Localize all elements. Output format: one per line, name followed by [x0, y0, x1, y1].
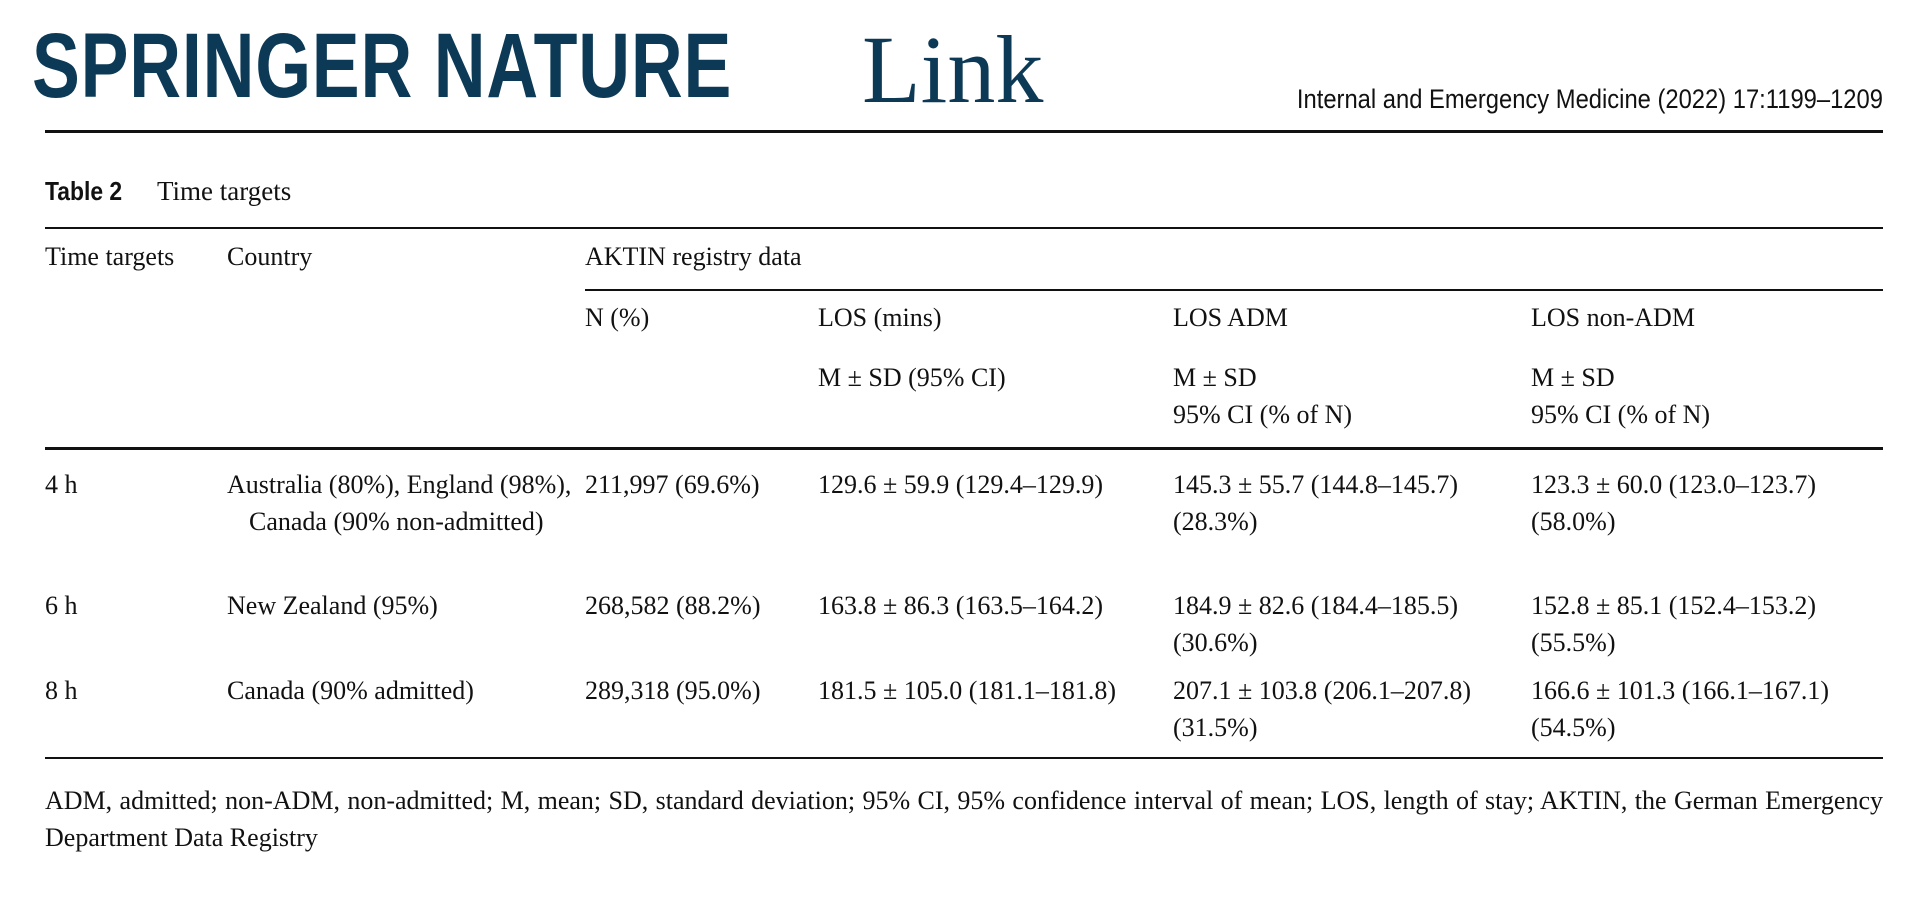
- table-cell: 163.8 ± 86.3 (163.5–164.2): [818, 591, 1104, 620]
- table-cell: Canada (90% admitted): [227, 676, 474, 705]
- subcolumn-header: LOS non-ADM: [1531, 303, 1695, 332]
- table-label: Table 2: [45, 176, 123, 206]
- table-cell: 207.1 ± 103.8 (206.1–207.8) (31.5%): [1173, 676, 1472, 742]
- subcolumn-header: LOS (mins): [818, 303, 942, 332]
- subcolumn-header: LOS ADM: [1173, 303, 1288, 332]
- rule: [45, 757, 1883, 759]
- table-cell: 145.3 ± 55.7 (144.8–145.7) (28.3%): [1173, 470, 1459, 536]
- table-cell: 123.3 ± 60.0 (123.0–123.7) (58.0%): [1531, 470, 1817, 536]
- footnote: ADM, admitted; non-ADM, non-admitted; M,…: [45, 786, 1883, 852]
- table-cell: 152.8 ± 85.1 (152.4–153.2) (55.5%): [1531, 591, 1817, 657]
- table-cell: 289,318 (95.0%): [585, 676, 761, 705]
- table-cell: 8 h: [45, 676, 78, 705]
- table-cell: 129.6 ± 59.9 (129.4–129.9): [818, 470, 1104, 499]
- logo-sub: Link: [862, 16, 1044, 123]
- subheader: M ± SD (95% CI): [818, 363, 1006, 392]
- journal-ref: Internal and Emergency Medicine (2022) 1…: [1296, 84, 1883, 114]
- table-cell: 6 h: [45, 591, 78, 620]
- logo: SPRINGER NATURE: [32, 15, 733, 117]
- rule: [45, 227, 1883, 229]
- subcolumn-header: N (%): [585, 303, 650, 332]
- table-cell: 268,582 (88.2%): [585, 591, 761, 620]
- column-header: Country: [227, 242, 313, 271]
- table-cell: New Zealand (95%): [227, 591, 438, 620]
- table-cell: 181.5 ± 105.0 (181.1–181.8): [818, 676, 1117, 705]
- table-cell: 184.9 ± 82.6 (184.4–185.5) (30.6%): [1173, 591, 1459, 657]
- rule: [45, 447, 1883, 450]
- column-header: Time targets: [45, 242, 175, 271]
- table-cell: 166.6 ± 101.3 (166.1–167.1) (54.5%): [1531, 676, 1830, 742]
- table-cell: 4 h: [45, 470, 78, 499]
- subheader: M ± SD 95% CI (% of N): [1531, 363, 1711, 429]
- table-title: Time targets: [157, 176, 292, 206]
- subheader: M ± SD 95% CI (% of N): [1173, 363, 1353, 429]
- table-cell: 211,997 (69.6%): [585, 470, 760, 499]
- rule: [585, 289, 1883, 291]
- rule: [45, 130, 1883, 133]
- column-header: AKTIN registry data: [585, 242, 802, 271]
- table-cell: Australia (80%), England (98%), Canada (…: [227, 470, 572, 536]
